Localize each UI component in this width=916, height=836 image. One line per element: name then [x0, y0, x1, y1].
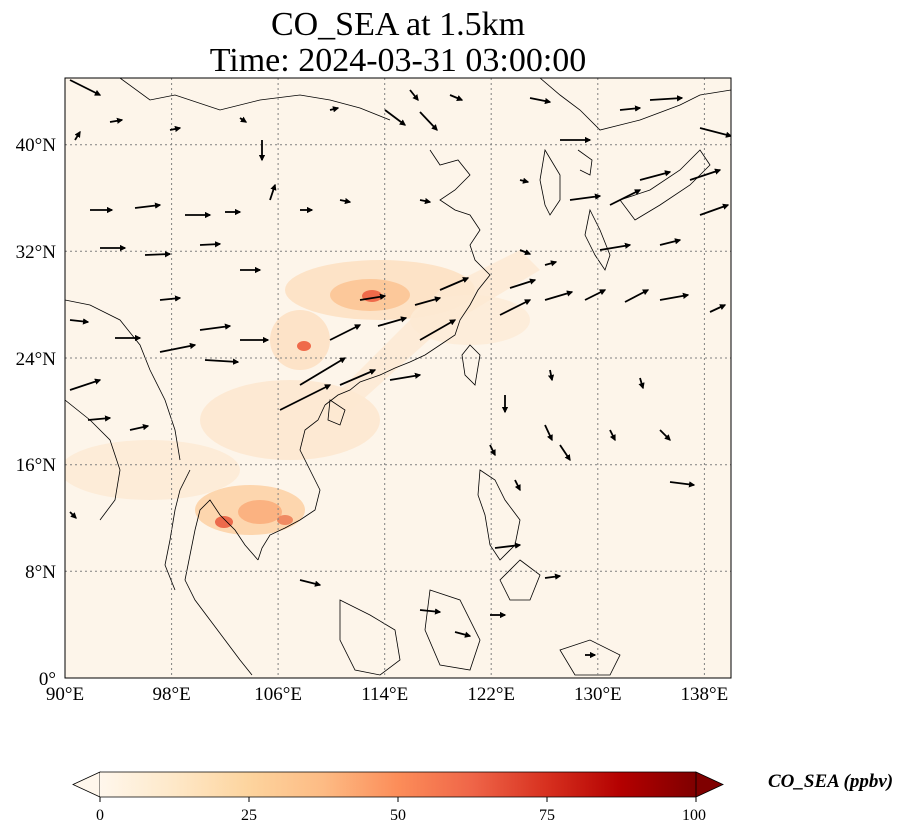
x-tick: 90°E — [46, 684, 84, 705]
y-tick: 16°N — [16, 455, 57, 476]
x-tick: 138°E — [681, 684, 729, 705]
x-axis-ticks: 90°E 98°E 106°E 114°E 122°E 130°E 138°E — [46, 684, 728, 705]
coastlines — [65, 78, 731, 676]
colorbar-tick: 50 — [390, 807, 406, 824]
co-concentration-field — [65, 250, 540, 535]
colorbar-tick: 0 — [96, 807, 104, 824]
colorbar-tick: 75 — [539, 807, 555, 824]
y-tick: 8°N — [25, 562, 56, 583]
plot-title-line1: CO_SEA at 1.5km — [270, 6, 526, 43]
gridlines — [65, 78, 731, 678]
y-tick: 24°N — [16, 349, 57, 370]
plot-title-line2: Time: 2024-03-31 03:00:00 — [209, 42, 587, 79]
y-tick: 0° — [39, 669, 56, 690]
wind-vectors — [69, 79, 731, 659]
y-tick: 32°N — [16, 242, 57, 263]
x-tick: 98°E — [152, 684, 190, 705]
colorbar-extend-max — [695, 771, 724, 798]
colorbar-tick: 100 — [682, 807, 706, 824]
map-frame — [64, 77, 732, 679]
colorbar-tick: 25 — [241, 807, 257, 824]
x-tick: 122°E — [467, 684, 515, 705]
y-axis-ticks: 0° 8°N 16°N 24°N 32°N 40°N — [16, 135, 57, 690]
x-tick: 106°E — [254, 684, 302, 705]
x-tick: 114°E — [361, 684, 408, 705]
x-tick: 130°E — [574, 684, 622, 705]
colorbar-gradient — [100, 772, 696, 797]
y-tick: 40°N — [16, 135, 57, 156]
colorbar-label: CO_SEA (ppbv) — [768, 771, 893, 792]
colorbar: 0 25 50 75 100 CO_SEA (ppbv) — [72, 771, 893, 824]
colorbar-extend-min — [72, 771, 101, 798]
